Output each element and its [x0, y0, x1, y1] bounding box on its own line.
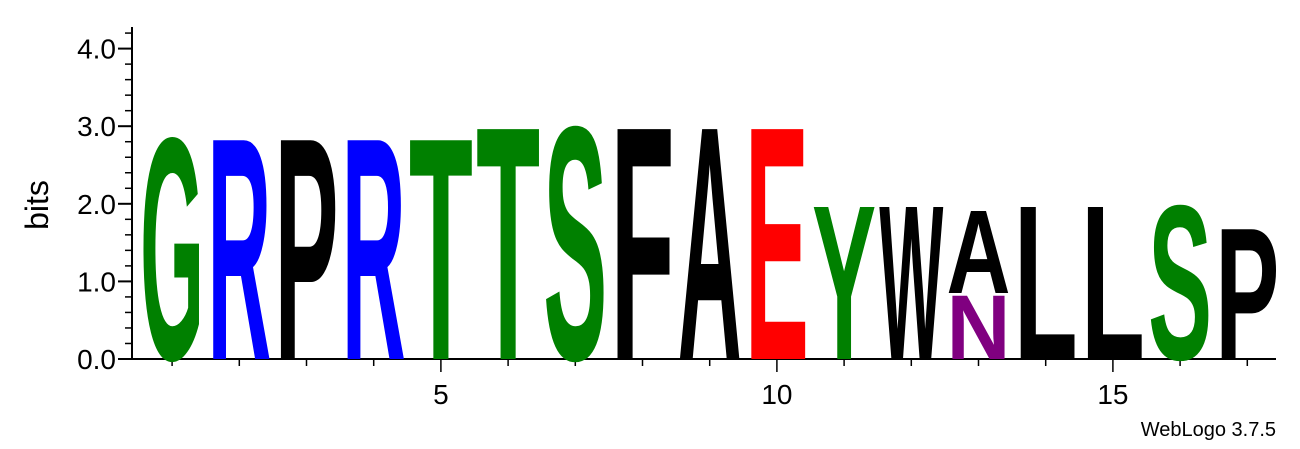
- logo-letter-l: L: [1081, 158, 1145, 406]
- logo-letter-e: E: [745, 57, 809, 431]
- logo-letter-l: L: [1014, 158, 1078, 406]
- axes: 0.0 1.0 2.0 3.0 4.0 5 10 15: [77, 27, 1276, 410]
- logo-letter-r: R: [207, 73, 271, 427]
- y-tick-label: 0.0: [77, 344, 116, 375]
- logo-letter-w: W: [879, 159, 943, 406]
- x-tick-label: 5: [433, 379, 449, 410]
- y-axis-label: bits: [19, 180, 55, 230]
- logo-letter-a: A: [678, 57, 742, 430]
- logo-letter-n: N: [946, 277, 1010, 380]
- x-tick-label: 15: [1097, 379, 1128, 410]
- logo-letter-t: T: [476, 58, 540, 430]
- logo-letter-y: Y: [812, 161, 876, 407]
- logo-letter-r: R: [342, 73, 406, 427]
- logo-letter-s: S: [1148, 161, 1212, 407]
- x-tick-label: 10: [761, 379, 792, 410]
- y-tick-label: 4.0: [77, 34, 116, 65]
- logo-letter-f: F: [611, 58, 675, 430]
- logo-letter-a: A: [946, 187, 1010, 320]
- y-tick-label: 3.0: [77, 111, 116, 142]
- weblogo-footer: WebLogo 3.7.5: [1141, 419, 1276, 441]
- logo-letter-t: T: [409, 73, 473, 428]
- logo-letter-g: G: [140, 73, 204, 428]
- logo-letter-s: S: [543, 57, 607, 431]
- logo-letter-p: P: [1215, 189, 1279, 400]
- logo-letter-p: P: [274, 71, 338, 427]
- y-tick-label: 2.0: [77, 189, 116, 220]
- letter-stacks: G R P R T T S F A E Y W NA L L S P: [140, 57, 1279, 431]
- y-tick-label: 1.0: [77, 266, 116, 297]
